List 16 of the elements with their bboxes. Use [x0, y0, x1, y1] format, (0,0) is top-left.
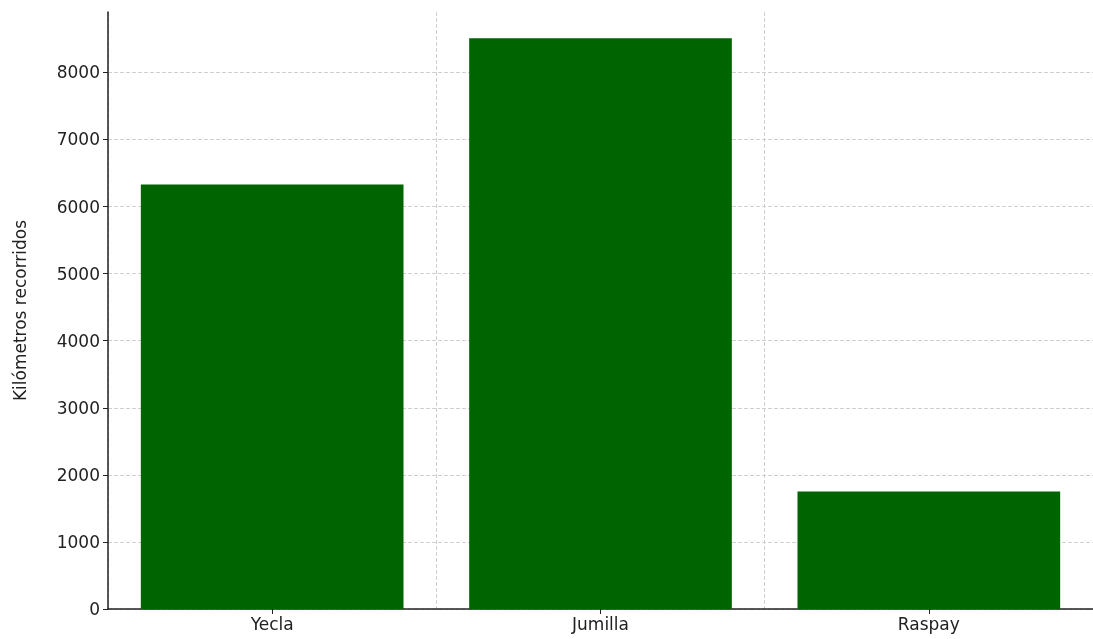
y-tick-label: 4000 [56, 330, 100, 351]
x-tick-label: Jumilla [571, 613, 629, 634]
x-tick-label: Yecla [249, 613, 294, 634]
y-tick-label: 5000 [56, 263, 100, 284]
y-tick-label: 2000 [56, 464, 100, 485]
bar [469, 38, 732, 609]
y-tick-label: 1000 [56, 531, 100, 552]
y-tick-label: 7000 [56, 129, 100, 150]
y-tick-label: 3000 [56, 397, 100, 418]
y-axis-title: Kilómetros recorridos [9, 219, 30, 402]
bar [140, 184, 404, 609]
x-tick-label: Raspay [897, 613, 960, 634]
y-tick-label: 8000 [56, 62, 100, 83]
y-tick-label: 6000 [56, 196, 100, 217]
y-tick-label: 0 [89, 599, 100, 619]
bar [797, 491, 1061, 609]
